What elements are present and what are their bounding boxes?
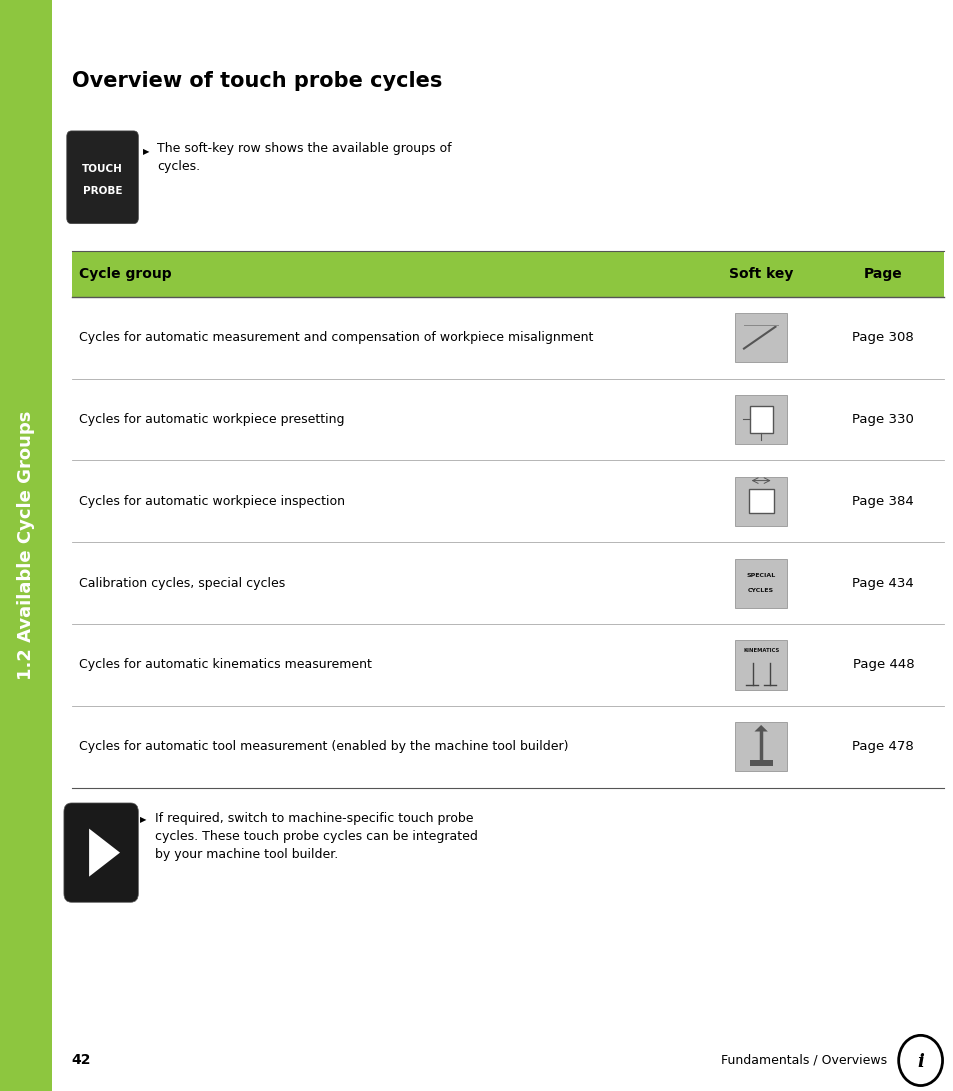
Text: KINEMATICS: KINEMATICS [742,648,779,654]
Text: PROBE: PROBE [83,187,122,196]
Text: ▶: ▶ [143,147,150,156]
Text: Cycles for automatic kinematics measurement: Cycles for automatic kinematics measurem… [79,659,372,671]
Text: ▶: ▶ [140,815,147,824]
FancyBboxPatch shape [734,722,786,771]
Polygon shape [89,829,120,877]
Text: Cycles for automatic workpiece presetting: Cycles for automatic workpiece presettin… [79,413,344,425]
Text: Page 384: Page 384 [852,495,913,507]
Text: Overview of touch probe cycles: Overview of touch probe cycles [71,71,441,91]
Text: Page: Page [863,267,902,280]
Text: The soft-key row shows the available groups of
cycles.: The soft-key row shows the available gro… [157,142,452,172]
FancyBboxPatch shape [67,131,138,224]
Circle shape [898,1035,942,1086]
Text: Cycles for automatic measurement and compensation of workpiece misalignment: Cycles for automatic measurement and com… [79,332,593,344]
Text: Cycles for automatic workpiece inspection: Cycles for automatic workpiece inspectio… [79,495,345,507]
FancyBboxPatch shape [64,803,138,902]
Text: Soft key: Soft key [728,267,793,280]
FancyBboxPatch shape [734,640,786,690]
FancyBboxPatch shape [749,759,772,766]
Text: 1.2 Available Cycle Groups: 1.2 Available Cycle Groups [17,411,34,680]
FancyBboxPatch shape [734,477,786,526]
Text: Page 478: Page 478 [852,741,913,753]
Text: SPECIAL: SPECIAL [746,573,775,578]
FancyBboxPatch shape [749,407,772,433]
Text: TOUCH: TOUCH [82,164,123,173]
Text: If required, switch to machine-specific touch probe
cycles. These touch probe cy: If required, switch to machine-specific … [154,812,476,861]
Text: CYCLES: CYCLES [747,588,774,594]
Text: 42: 42 [71,1053,91,1067]
Polygon shape [754,724,767,731]
FancyBboxPatch shape [748,489,773,514]
Text: Cycles for automatic tool measurement (enabled by the machine tool builder): Cycles for automatic tool measurement (e… [79,741,568,753]
FancyBboxPatch shape [0,0,52,1091]
Text: i: i [916,1053,923,1070]
Text: Cycle group: Cycle group [79,267,172,280]
Text: Page 308: Page 308 [852,332,913,344]
FancyBboxPatch shape [71,251,943,297]
Text: Page 448: Page 448 [852,659,913,671]
FancyBboxPatch shape [734,395,786,444]
FancyBboxPatch shape [734,313,786,362]
Text: Calibration cycles, special cycles: Calibration cycles, special cycles [79,577,285,589]
Text: Page 330: Page 330 [852,413,913,425]
Text: Fundamentals / Overviews: Fundamentals / Overviews [720,1054,886,1067]
Text: Page 434: Page 434 [852,577,913,589]
FancyBboxPatch shape [734,559,786,608]
